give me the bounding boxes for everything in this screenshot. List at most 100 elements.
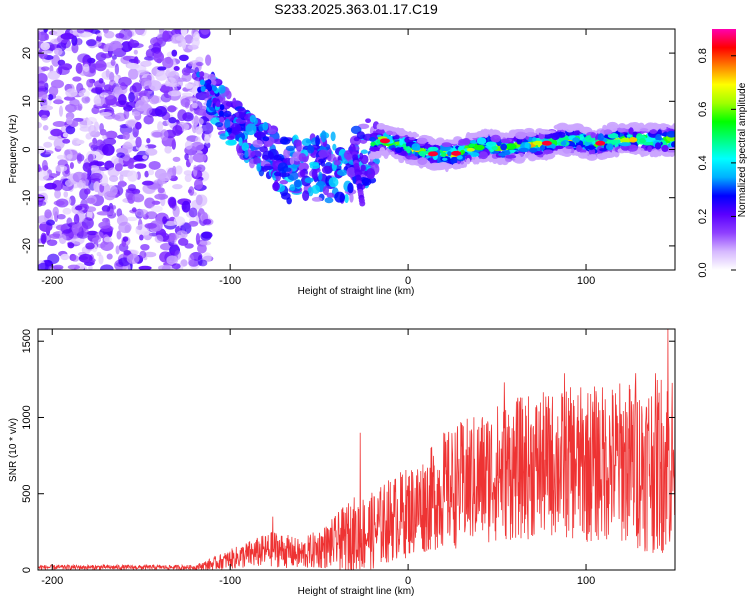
- spectrogram-blob: [58, 105, 64, 117]
- spectrogram-blob: [476, 137, 487, 145]
- spectrogram-blob: [261, 165, 274, 170]
- spectrogram-blob: [328, 177, 339, 188]
- spectrogram-blob: [490, 134, 501, 143]
- snr-line: [38, 329, 675, 570]
- spectrogram-blob: [459, 140, 470, 144]
- spectrogram-blob: [466, 157, 471, 165]
- spectrogram-blob: [188, 207, 198, 218]
- spectrogram-blob: [552, 150, 558, 155]
- spectrogram-blob: [86, 78, 94, 88]
- spectrogram-blob: [279, 138, 291, 145]
- spectrogram-blob: [356, 131, 366, 140]
- spectrogram-blob: [46, 239, 58, 247]
- spectrogram-blob: [245, 123, 257, 136]
- spectrogram-blob: [55, 224, 68, 231]
- spectrogram-blob: [102, 135, 108, 140]
- spectrogram-blob: [204, 134, 210, 144]
- spectrogram-blob: [90, 144, 98, 152]
- spectrogram-blob: [133, 56, 139, 66]
- spectrogram-blob: [572, 137, 580, 143]
- snr-y-label: SNR (10 * v/v): [8, 418, 19, 482]
- spectrogram-blob: [180, 29, 188, 37]
- spectrogram-hotspot: [595, 140, 606, 146]
- spectrogram-blob: [105, 68, 110, 78]
- spectrogram-blob: [428, 138, 437, 146]
- spectrogram-blob: [46, 219, 55, 226]
- spectrogram-blob: [131, 82, 143, 93]
- spectrogram-blob: [285, 145, 295, 152]
- spectrogram-blob: [283, 167, 292, 172]
- spectrogram-blob: [597, 133, 605, 142]
- spectrogram-blob: [133, 154, 146, 161]
- spectrogram-blob: [215, 121, 224, 128]
- spectrogram-blob: [147, 169, 155, 176]
- spectrogram-blob: [43, 141, 53, 148]
- spectrogram-blob: [44, 182, 57, 190]
- spectrogram-blob: [135, 121, 142, 130]
- spectrogram-blob: [168, 117, 177, 124]
- spectrogram-blob: [150, 205, 163, 213]
- spectrogram-blob: [183, 170, 193, 176]
- spectrogram-blob: [172, 156, 181, 162]
- spectrogram-blob: [579, 127, 588, 134]
- spectrogram-blob: [181, 92, 193, 97]
- spectrogram-blob: [118, 93, 127, 106]
- snr-series: [38, 329, 675, 570]
- spectrogram-blob: [195, 194, 203, 206]
- spectrogram-blob: [661, 144, 669, 152]
- spectrogram-blob: [127, 184, 137, 192]
- spectrogram-blob: [660, 151, 669, 156]
- spectrogram-blob: [543, 153, 555, 160]
- spectrogram-blob: [114, 112, 127, 122]
- spectrogram-blob: [360, 149, 368, 154]
- spectrogram-blob: [95, 231, 104, 239]
- spectrogram-blob: [273, 154, 282, 161]
- spectrogram-blob: [144, 170, 149, 178]
- spectrogram-blob: [655, 133, 662, 142]
- spectrogram-blob: [103, 137, 117, 146]
- spectrogram-blob: [69, 98, 80, 107]
- spectrogram-blob: [176, 230, 188, 239]
- spectrogram-blob: [62, 207, 72, 215]
- spectrogram-blob: [172, 165, 177, 176]
- spectrogram-blob: [198, 259, 208, 267]
- spectrogram-blob: [330, 131, 336, 142]
- spectrogram-blob: [78, 179, 83, 188]
- spectrogram-blob: [205, 54, 212, 66]
- spectrogram-blob: [418, 150, 427, 157]
- spectrogram-blob: [158, 172, 172, 182]
- x-tick-label: -100: [219, 575, 241, 587]
- spectrogram-blob: [81, 95, 91, 104]
- spectrogram-blob: [315, 135, 320, 147]
- spectrogram-blob: [311, 184, 321, 194]
- spectrogram-blob: [477, 131, 489, 139]
- spectrogram-blob: [145, 148, 158, 156]
- spectrogram-blob: [154, 105, 167, 117]
- spectrogram-blob: [442, 157, 448, 161]
- spectrogram-blob: [321, 165, 333, 174]
- spectrogram-blob: [78, 89, 90, 98]
- spectrogram-blob: [85, 197, 96, 204]
- spectrogram-blob: [177, 109, 187, 122]
- y-tick-label: 20: [21, 47, 33, 59]
- spectrogram-blob: [165, 69, 171, 77]
- spectrogram-blob: [145, 48, 155, 58]
- spectrogram-blob: [386, 130, 394, 136]
- spectrogram-blob: [590, 132, 596, 139]
- colorbar-label: Normalized spectral amplitude: [737, 82, 748, 217]
- spectrogram-blob: [72, 76, 82, 82]
- spectrogram-blob: [418, 148, 426, 152]
- spectrogram-blob: [38, 170, 50, 181]
- spectrogram-blob: [262, 150, 274, 161]
- spectrogram-blob: [76, 37, 82, 46]
- spectrogram-blob: [200, 105, 207, 111]
- snr-x-label: Height of straight line (km): [298, 586, 415, 597]
- spectrogram-blob: [142, 180, 154, 186]
- spectrogram-blob: [447, 151, 452, 157]
- spectrogram-blob: [500, 138, 511, 144]
- spectrogram-blob: [333, 160, 341, 166]
- y-tick-label: 10: [21, 95, 33, 107]
- spectrogram-blob: [289, 184, 296, 191]
- colorbar-tick-label: 0.2: [697, 209, 709, 224]
- spectrogram-blob: [500, 143, 508, 151]
